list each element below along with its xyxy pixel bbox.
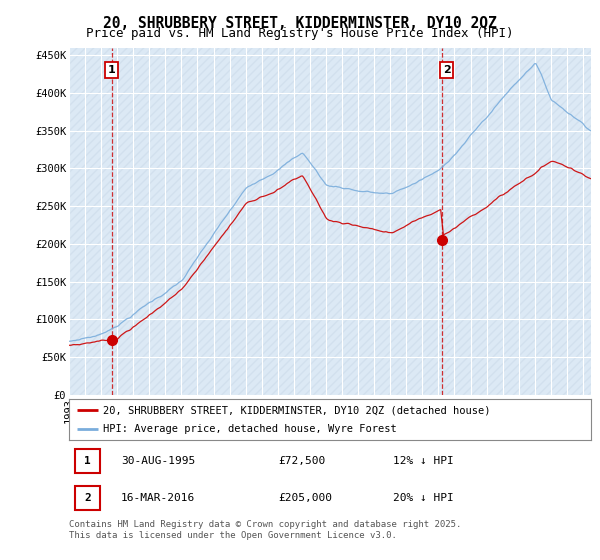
Text: 20, SHRUBBERY STREET, KIDDERMINSTER, DY10 2QZ: 20, SHRUBBERY STREET, KIDDERMINSTER, DY1… [103, 16, 497, 31]
FancyBboxPatch shape [75, 486, 100, 510]
Text: £205,000: £205,000 [278, 493, 332, 503]
FancyBboxPatch shape [75, 449, 100, 473]
Text: 1: 1 [108, 66, 116, 75]
Text: Price paid vs. HM Land Registry's House Price Index (HPI): Price paid vs. HM Land Registry's House … [86, 27, 514, 40]
Text: 16-MAR-2016: 16-MAR-2016 [121, 493, 196, 503]
Text: £72,500: £72,500 [278, 456, 325, 466]
Text: 1: 1 [85, 456, 91, 466]
Text: 20% ↓ HPI: 20% ↓ HPI [392, 493, 454, 503]
Text: HPI: Average price, detached house, Wyre Forest: HPI: Average price, detached house, Wyre… [103, 424, 397, 433]
Text: 12% ↓ HPI: 12% ↓ HPI [392, 456, 454, 466]
Text: 2: 2 [85, 493, 91, 503]
Text: 20, SHRUBBERY STREET, KIDDERMINSTER, DY10 2QZ (detached house): 20, SHRUBBERY STREET, KIDDERMINSTER, DY1… [103, 405, 490, 415]
Text: Contains HM Land Registry data © Crown copyright and database right 2025.
This d: Contains HM Land Registry data © Crown c… [69, 520, 461, 540]
Text: 30-AUG-1995: 30-AUG-1995 [121, 456, 196, 466]
Text: 2: 2 [443, 66, 451, 75]
